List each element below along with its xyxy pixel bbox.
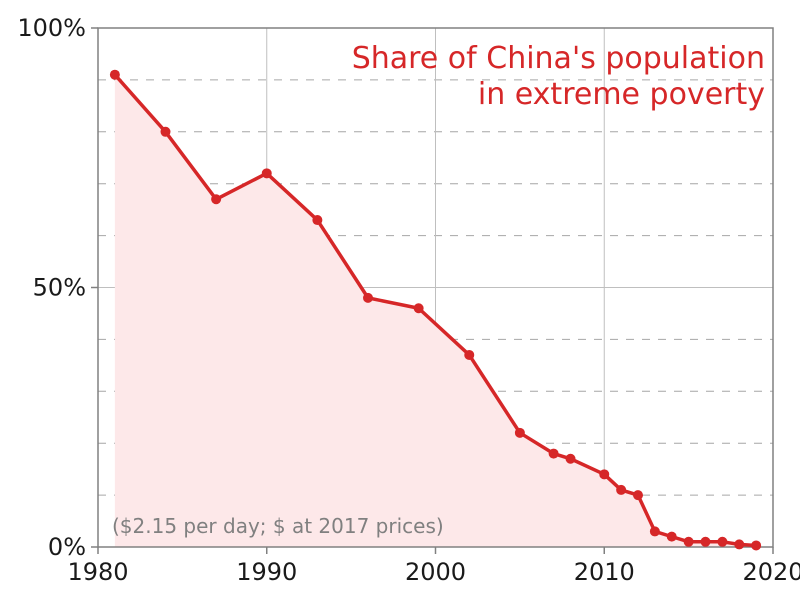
data-point <box>110 70 120 80</box>
data-point <box>312 215 322 225</box>
y-tick-label: 50% <box>33 274 86 302</box>
data-point <box>515 428 525 438</box>
data-point <box>549 449 559 459</box>
data-point <box>464 350 474 360</box>
poverty-chart: 1980 1990 2000 2010 2020 0% 50% 100% Share of Ch… <box>0 0 800 600</box>
data-point <box>566 454 576 464</box>
x-tick-label: 2020 <box>742 558 800 586</box>
y-tick-label: 100% <box>17 14 86 42</box>
y-tick-label: 0% <box>48 533 86 561</box>
x-tick-label: 2000 <box>405 558 466 586</box>
data-point <box>211 194 221 204</box>
x-tick-label: 1980 <box>67 558 128 586</box>
data-point <box>414 303 424 313</box>
data-point <box>684 537 694 547</box>
data-point <box>633 490 643 500</box>
data-point <box>161 127 171 137</box>
data-point <box>751 540 761 550</box>
chart-footnote: ($2.15 per day; $ at 2017 prices) <box>112 514 444 538</box>
x-tick-label: 1990 <box>236 558 297 586</box>
chart-container: 1980 1990 2000 2010 2020 0% 50% 100% Share of Ch… <box>0 0 800 600</box>
data-point <box>717 537 727 547</box>
x-tick-label: 2010 <box>574 558 635 586</box>
data-point <box>363 293 373 303</box>
data-point <box>701 537 711 547</box>
data-point <box>667 532 677 542</box>
chart-title-line1: Share of China's population <box>352 41 765 76</box>
chart-title-line2: in extreme poverty <box>478 77 765 112</box>
data-point <box>734 539 744 549</box>
data-point <box>262 168 272 178</box>
data-point <box>650 526 660 536</box>
data-point <box>599 469 609 479</box>
data-point <box>616 485 626 495</box>
